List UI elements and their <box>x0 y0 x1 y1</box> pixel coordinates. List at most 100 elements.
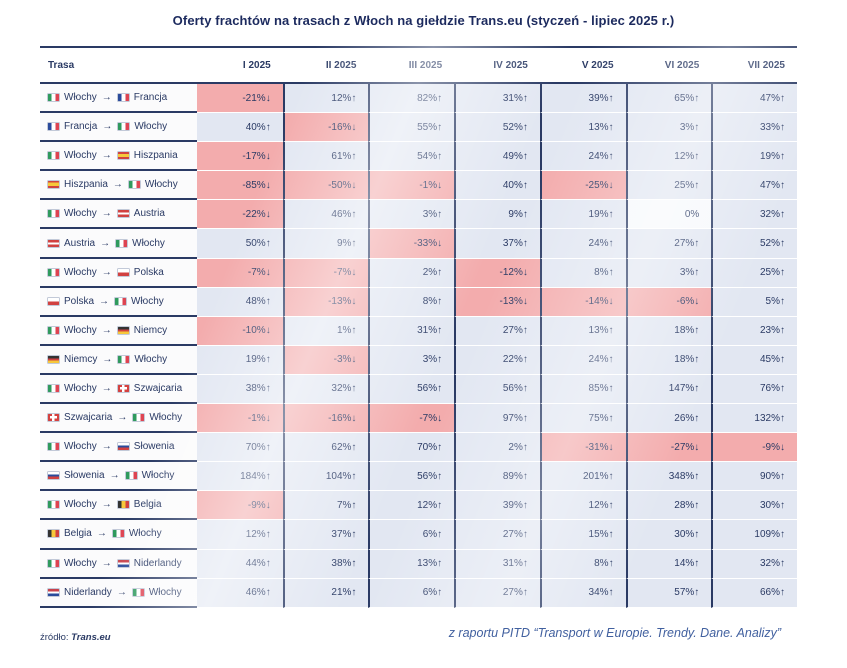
route-arrow-icon: → <box>101 499 112 511</box>
value-cell: 39%↑ <box>539 84 626 114</box>
route-arrow-icon: → <box>101 557 112 569</box>
value-cell: 147%↑ <box>625 374 712 405</box>
value-cell: 6%↑ <box>368 578 455 608</box>
value-cell: -14%↓ <box>539 287 626 317</box>
country-name-from: Włochy <box>64 324 97 336</box>
value-cell: 24%↑ <box>539 345 626 375</box>
be-flag-icon <box>116 500 130 510</box>
value-cell: 27%↑ <box>454 520 540 550</box>
value-cell: 13%↑ <box>539 113 626 143</box>
it-flag-icon <box>47 500 60 510</box>
si-flag-icon <box>116 442 130 452</box>
value-cell: -33%↓ <box>368 229 455 259</box>
si-flag-icon <box>47 471 60 481</box>
it-flag-icon <box>131 587 145 597</box>
country-name-from: Włochy <box>64 557 97 569</box>
value-cell: 12%↑ <box>368 491 455 521</box>
country-name-from: Włochy <box>64 499 97 511</box>
fr-flag-icon <box>47 122 60 132</box>
value-cell: 8%↑ <box>368 287 455 317</box>
route-arrow-icon: → <box>101 92 112 104</box>
value-cell: 47%↑ <box>711 84 797 114</box>
it-flag-icon <box>47 442 60 452</box>
value-cell: 27%↑ <box>625 229 712 259</box>
value-cell: 348%↑ <box>625 462 712 492</box>
column-header-route: Trasa <box>48 59 75 71</box>
column-header-month-5: V 2025 <box>581 59 614 71</box>
page-title: Oferty frachtów na trasach z Włoch na gi… <box>172 13 675 28</box>
value-cell: 184%↑ <box>197 462 283 492</box>
country-name-to: Włochy <box>149 412 183 424</box>
value-cell: 9%↑ <box>282 229 369 259</box>
value-cell: -9%↓ <box>197 491 283 521</box>
it-flag-icon <box>117 354 131 364</box>
route-arrow-icon: → <box>116 586 127 598</box>
value-cell: 40%↑ <box>454 171 540 201</box>
value-cell: 3%↑ <box>625 258 712 288</box>
table-header-row: Trasa I 2025 II 2025 III 2025 IV 2025 V 2025 V… <box>40 46 797 84</box>
value-cell: 109%↑ <box>711 520 797 550</box>
country-name-to: Włochy <box>132 237 165 249</box>
value-cell: 26%↑ <box>625 404 712 434</box>
value-cell: 3%↑ <box>368 200 455 230</box>
value-cell: 45%↑ <box>711 345 797 375</box>
table-body: Włochy → Francja -21%↓ 12%↑ 82%↑ 31%↑ 39%↑ 65%↑ 4… <box>40 84 797 608</box>
column-header-month-2: II 2025 <box>325 59 357 71</box>
value-cell: 1%↑ <box>282 316 369 346</box>
value-cell: 23%↑ <box>711 316 797 346</box>
route-cell: Włochy → Hiszpania <box>40 142 197 172</box>
route-cell: Polska → Włochy <box>40 287 197 317</box>
value-cell: 24%↑ <box>539 142 626 172</box>
freight-offers-table: Trasa I 2025 II 2025 III 2025 IV 2025 V 2025 V… <box>40 46 797 608</box>
country-name-to: Polska <box>133 266 164 278</box>
value-cell: 9%↑ <box>454 200 540 230</box>
value-cell: 40%↑ <box>197 113 283 143</box>
value-cell: 31%↑ <box>454 84 540 114</box>
value-cell: 90%↑ <box>711 462 797 492</box>
value-cell: -25%↓ <box>539 171 626 201</box>
country-name-from: Austria <box>64 237 96 249</box>
it-flag-icon <box>132 413 146 423</box>
value-cell: 55%↑ <box>368 113 455 143</box>
value-cell: 24%↑ <box>539 229 626 259</box>
value-cell: 21%↑ <box>282 578 369 608</box>
route-arrow-icon: → <box>102 353 113 365</box>
route-arrow-icon: → <box>99 295 110 307</box>
it-flag-icon <box>47 209 60 219</box>
route-cell: Włochy → Polska <box>40 258 197 288</box>
column-header-month-7: VII 2025 <box>747 59 785 71</box>
value-cell: -1%↓ <box>368 171 455 201</box>
value-cell: -16%↓ <box>282 404 369 434</box>
route-arrow-icon: → <box>101 208 112 220</box>
value-cell: 48%↑ <box>197 287 283 317</box>
route-cell: Włochy → Austria <box>40 200 197 230</box>
value-cell: 132%↑ <box>711 404 797 434</box>
value-cell: 8%↑ <box>539 258 626 288</box>
value-cell: 32%↑ <box>711 549 797 579</box>
value-cell: 2%↑ <box>454 433 540 463</box>
value-cell: 38%↑ <box>197 374 283 405</box>
route-cell: Szwajcaria → Włochy <box>40 404 197 434</box>
ch-flag-icon <box>116 383 130 393</box>
de-flag-icon <box>116 325 130 335</box>
value-cell: 57%↑ <box>625 578 712 608</box>
value-cell: 34%↑ <box>539 578 626 608</box>
route-cell: Włochy → Belgia <box>40 491 197 521</box>
value-cell: 56%↑ <box>368 374 455 405</box>
value-cell: -21%↓ <box>197 84 283 114</box>
route-arrow-icon: → <box>101 266 112 278</box>
value-cell: -13%↓ <box>454 287 540 317</box>
value-cell: 22%↑ <box>454 345 540 375</box>
source-label: źródło: <box>40 632 69 643</box>
value-cell: 12%↑ <box>197 520 283 550</box>
route-cell: Włochy → Niderlandy <box>40 549 197 579</box>
value-cell: -10%↓ <box>197 316 283 346</box>
value-cell: 66%↑ <box>711 578 797 608</box>
value-cell: 19%↑ <box>539 200 626 230</box>
es-flag-icon <box>116 151 130 161</box>
value-cell: -3%↓ <box>282 345 369 375</box>
value-cell: 65%↑ <box>625 84 712 114</box>
value-cell: 70%↑ <box>368 433 455 463</box>
value-cell: -6%↓ <box>625 287 712 317</box>
country-name-to: Włochy <box>134 353 168 365</box>
